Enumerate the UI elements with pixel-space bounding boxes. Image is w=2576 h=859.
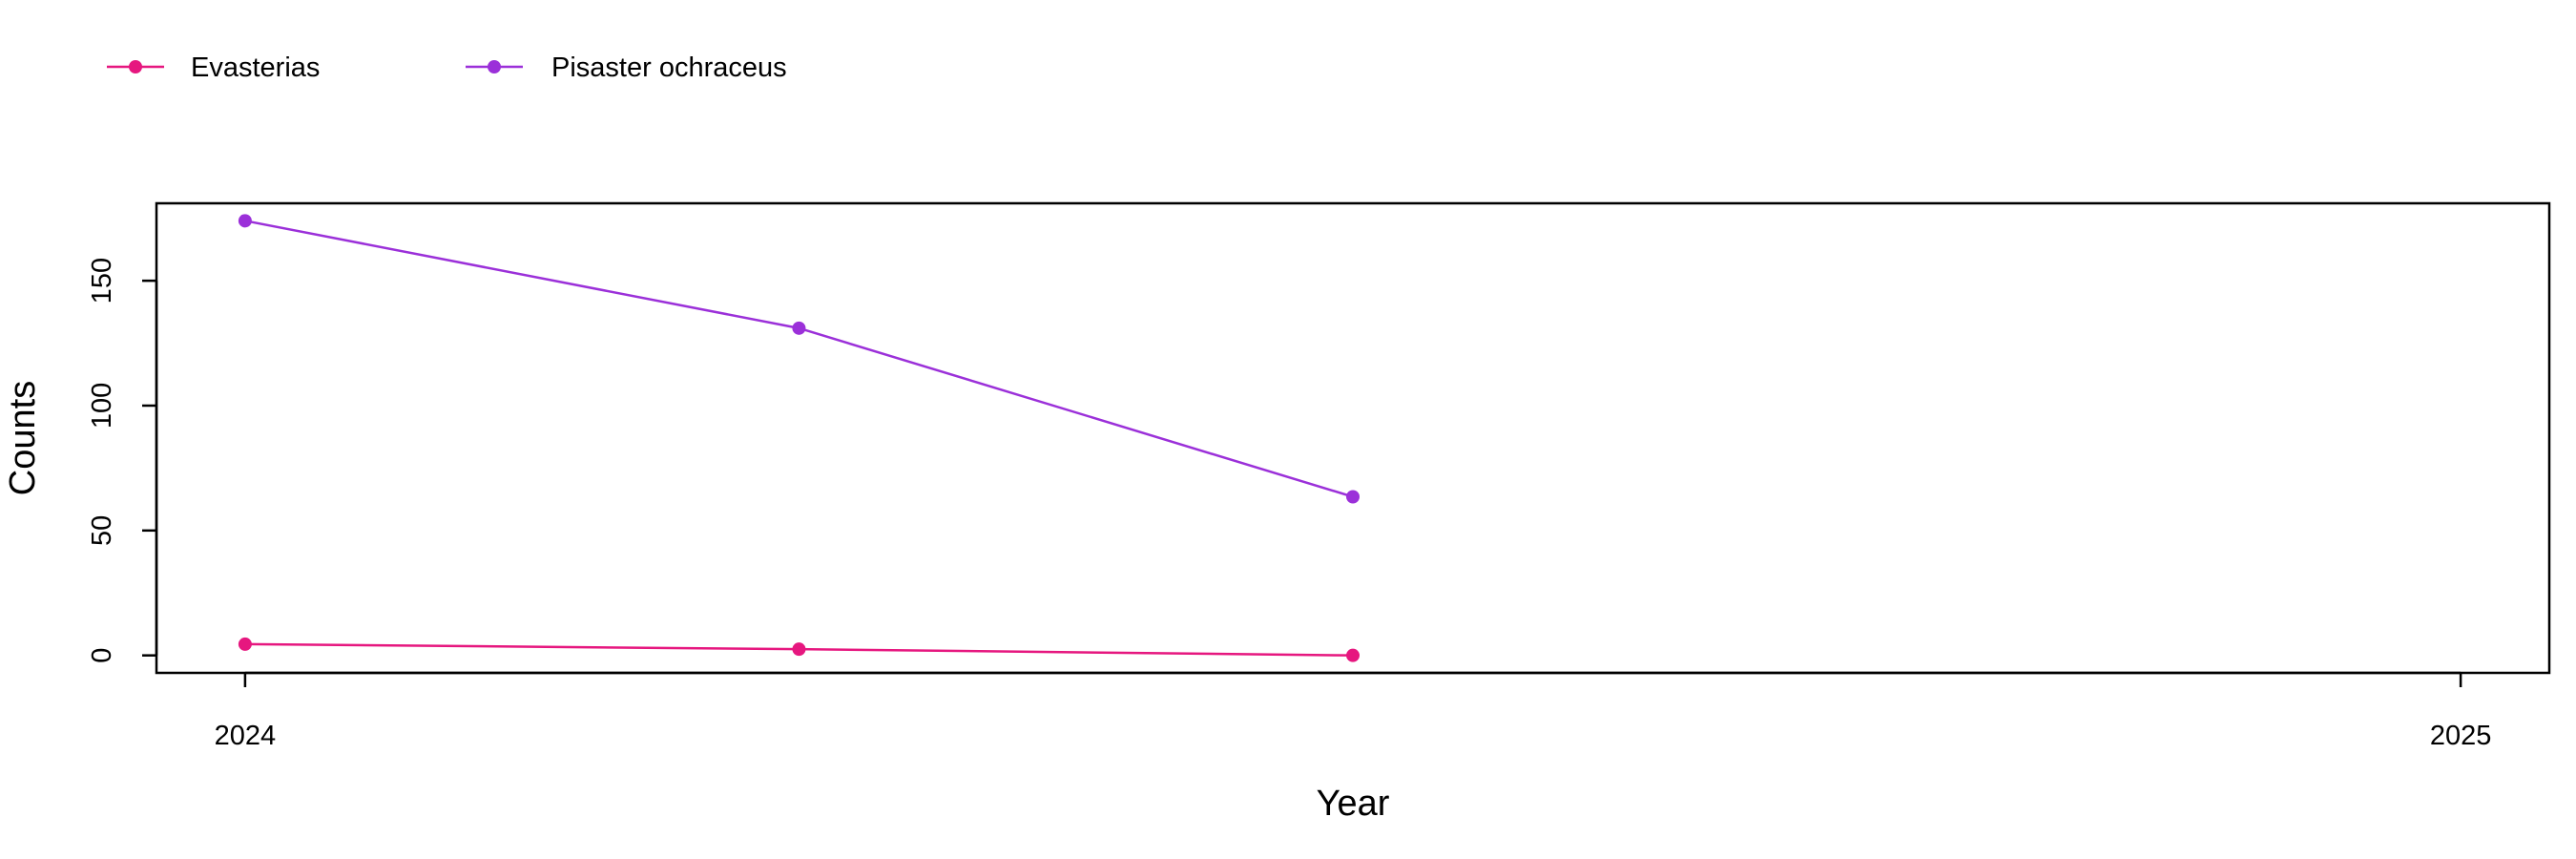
data-point-pisaster-ochraceus (1346, 490, 1360, 504)
data-point-evasterias (792, 642, 806, 657)
legend-label-pisaster-ochraceus: Pisaster ochraceus (551, 52, 787, 83)
y-tick-label: 0 (87, 648, 117, 663)
y-tick-label: 50 (87, 515, 117, 546)
x-tick-label: 2025 (2430, 721, 2492, 751)
legend: Evasterias Pisaster ochraceus (107, 52, 787, 83)
legend-item-pisaster-ochraceus: Pisaster ochraceus (466, 52, 787, 83)
legend-label-evasterias: Evasterias (191, 52, 320, 83)
legend-item-evasterias: Evasterias (107, 52, 320, 83)
data-point-evasterias (238, 637, 252, 651)
x-axis: 2024 2025 (215, 671, 2492, 751)
x-tick-label: 2024 (215, 721, 277, 751)
series-layer (238, 214, 1360, 662)
legend-marker-pisaster-ochraceus (488, 60, 501, 73)
y-axis-title: Counts (3, 381, 43, 495)
data-point-pisaster-ochraceus (792, 321, 806, 335)
y-axis: 0 50 100 150 (87, 258, 158, 663)
x-axis-title: Year (1317, 784, 1390, 824)
legend-marker-evasterias (129, 60, 142, 73)
data-point-evasterias (1346, 648, 1360, 662)
y-tick-label: 100 (87, 383, 117, 429)
series-line-pisaster-ochraceus (244, 220, 1354, 498)
y-tick-label: 150 (87, 258, 117, 304)
data-point-pisaster-ochraceus (238, 214, 252, 228)
